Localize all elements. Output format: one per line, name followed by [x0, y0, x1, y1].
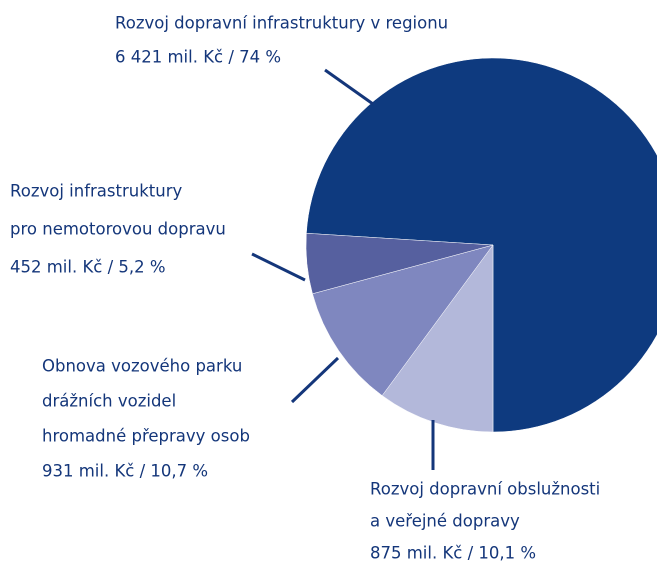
leader-line: [251, 252, 306, 282]
slice-label: drážních vozidel: [42, 392, 176, 411]
pie-slice: [381, 244, 494, 433]
slice-label: hromadné přepravy osob: [42, 427, 250, 446]
pie-slice: [312, 244, 494, 396]
slice-label: Rozvoj infrastruktury: [10, 182, 182, 201]
pie-slice: [305, 232, 494, 295]
leader-line: [290, 356, 340, 404]
slice-label: a veřejné dopravy: [370, 512, 520, 531]
value-label: 931 mil. Kč / 10,7 %: [42, 462, 208, 481]
slice-label: Rozvoj dopravní infrastruktury v regionu: [115, 14, 448, 33]
slice-label: Obnova vozového parku: [42, 357, 242, 376]
pie-slice: [306, 57, 657, 433]
slice-label: Rozvoj dopravní obslužnosti: [370, 480, 600, 499]
value-label: 6 421 mil. Kč / 74 %: [115, 48, 281, 67]
leader-line: [324, 68, 374, 106]
slice-label: pro nemotorovou dopravu: [10, 220, 226, 239]
value-label: 875 mil. Kč / 10,1 %: [370, 544, 536, 563]
value-label: 452 mil. Kč / 5,2 %: [10, 258, 166, 277]
